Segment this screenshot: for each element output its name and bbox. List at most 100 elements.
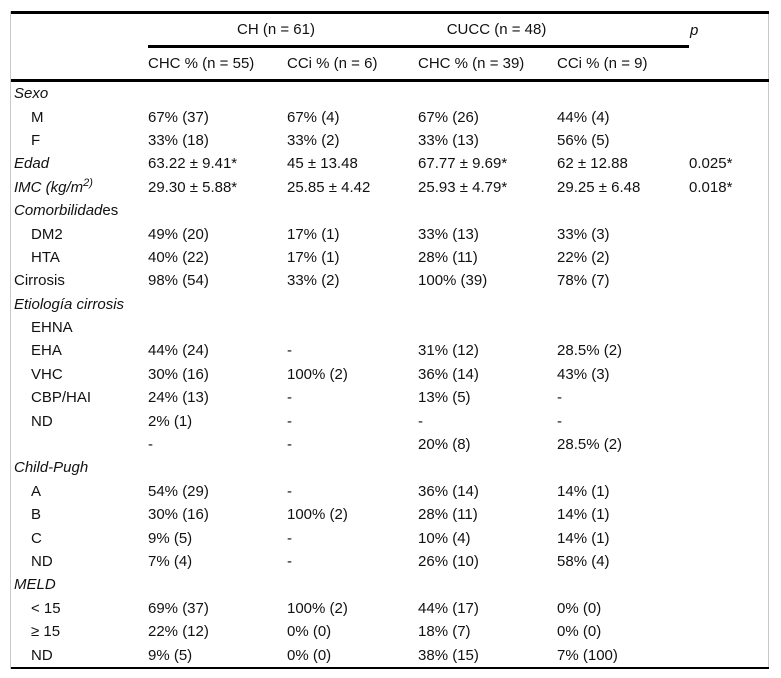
cell-value — [689, 550, 769, 573]
row-label: MELD — [14, 576, 56, 594]
cell-value: 2% (1) — [148, 412, 193, 430]
row-label: Etiología cirrosis — [14, 295, 125, 313]
column-header-chc-ch: CHC % (n = 55) — [148, 46, 287, 82]
row-label: EHNA — [31, 319, 73, 337]
table-row: Edad 63.22 ± 9.41* 45 ± 13.48 67.77 ± 9.69*… — [11, 152, 769, 175]
cell-value — [287, 199, 418, 222]
cell-value — [689, 316, 769, 339]
cell-value: - — [287, 412, 292, 430]
p-column-header: p — [690, 21, 699, 39]
table-row: VHC 30% (16) 100% (2) 36% (14) 43% (3) — [11, 363, 769, 386]
cell-value: 26% (10) — [418, 553, 479, 570]
cell-value — [287, 81, 418, 106]
cell-value: - — [418, 412, 424, 430]
cell-value — [148, 81, 287, 106]
row-label: B — [31, 506, 42, 524]
cell-value: 33% (2) — [287, 131, 340, 149]
table-row: - - 20% (8) 28.5% (2) — [11, 433, 769, 456]
row-label: Child-Pugh — [14, 459, 89, 477]
cell-value: 36% (14) — [418, 365, 479, 383]
cell-value: 10% (4) — [418, 529, 471, 547]
table-row: MELD — [11, 573, 769, 596]
cell-value: 0% (0) — [557, 623, 602, 641]
column-header-cci-ch: CCi % (n = 6) — [287, 46, 419, 82]
cell-value — [689, 620, 769, 643]
row-label: A — [31, 482, 42, 500]
cell-value: 22% (2) — [557, 248, 610, 266]
table-row: IMC (kg/m2) 29.30 ± 5.88* 25.85 ± 4.42 25.9… — [11, 176, 769, 199]
cell-value: 33% (13) — [418, 131, 479, 149]
cell-value: 29.25 ± 6.48 — [557, 178, 641, 196]
cell-value: 58% (4) — [557, 553, 610, 570]
cell-value — [689, 339, 769, 362]
empty-p-subheader — [689, 46, 770, 82]
cell-value — [418, 573, 557, 596]
table-row: ND 2% (1) - - - — [11, 409, 769, 432]
table-row: C 9% (5) - 10% (4) 14% (1) — [11, 526, 769, 549]
cell-value — [689, 503, 769, 526]
cell-value — [689, 293, 769, 316]
cell-value — [689, 573, 769, 596]
cell-value: 44% (24) — [148, 342, 209, 360]
cell-value: - — [287, 436, 292, 454]
cell-value — [148, 199, 287, 222]
cell-value: - — [287, 342, 292, 360]
cell-value: 0.025* — [689, 155, 733, 173]
cell-value: 7% (100) — [557, 646, 618, 664]
cell-value: 69% (37) — [148, 599, 209, 617]
row-label: CBP/HAI — [31, 389, 92, 407]
table-row: F 33% (18) 33% (2) 33% (13) 56% (5) — [11, 129, 769, 152]
cell-value: 20% (8) — [418, 436, 471, 454]
cell-value: - — [287, 482, 292, 500]
cell-value — [689, 386, 769, 409]
cell-value: 44% (17) — [418, 599, 479, 617]
stub-cell — [11, 46, 148, 82]
row-label: ND — [31, 412, 53, 430]
cell-value: 28.5% (2) — [557, 436, 623, 454]
cell-value: - — [287, 529, 292, 547]
cell-value — [148, 573, 287, 596]
cell-value: 25.85 ± 4.42 — [287, 178, 371, 196]
cell-value: 24% (13) — [148, 389, 209, 407]
cell-value: 7% (4) — [148, 553, 193, 570]
table-row: EHNA — [11, 316, 769, 339]
cell-value: 28.5% (2) — [557, 342, 623, 360]
cell-value — [689, 269, 769, 292]
cell-value: 67% (26) — [418, 108, 479, 126]
table-row: Comorbilidades — [11, 199, 769, 222]
cell-value — [148, 456, 287, 479]
cell-value: 0% (0) — [287, 646, 332, 664]
cell-value: 0% (0) — [557, 599, 602, 617]
table-row: M 67% (37) 67% (4) 67% (26) 44% (4) — [11, 105, 769, 128]
cell-value: 33% (3) — [557, 225, 610, 243]
cell-value: 17% (1) — [287, 248, 340, 266]
cell-value: 22% (12) — [148, 623, 209, 641]
cell-value: 9% (5) — [148, 529, 193, 547]
cell-value: 36% (14) — [418, 482, 479, 500]
row-label — [11, 433, 148, 456]
cell-value: 78% (7) — [557, 272, 610, 290]
cell-value — [287, 573, 418, 596]
cell-value: 14% (1) — [557, 482, 610, 500]
cell-value — [689, 456, 769, 479]
cell-value: 40% (22) — [148, 248, 209, 266]
cell-value: 100% (2) — [287, 365, 348, 383]
table-row: Etiología cirrosis — [11, 293, 769, 316]
cell-value — [689, 433, 769, 456]
row-label: Comorbilidades — [14, 202, 119, 220]
group-header-ch: CH (n = 61) — [148, 12, 419, 48]
cell-value — [689, 526, 769, 549]
cell-value — [689, 105, 769, 128]
stub-cell — [11, 13, 148, 47]
cell-value: 18% (7) — [418, 623, 471, 641]
row-label: EHA — [31, 342, 62, 360]
cell-value: 63.22 ± 9.41* — [148, 155, 238, 173]
table-row: ND 7% (4) - 26% (10) 58% (4) — [11, 550, 769, 573]
row-label: DM2 — [31, 225, 63, 243]
row-label: < 15 — [31, 599, 61, 617]
cell-value — [557, 293, 689, 316]
cell-value — [689, 643, 769, 667]
row-label: Edad — [14, 155, 50, 173]
cell-value: 62 ± 12.88 — [557, 155, 628, 173]
table-row: A 54% (29) - 36% (14) 14% (1) — [11, 480, 769, 503]
